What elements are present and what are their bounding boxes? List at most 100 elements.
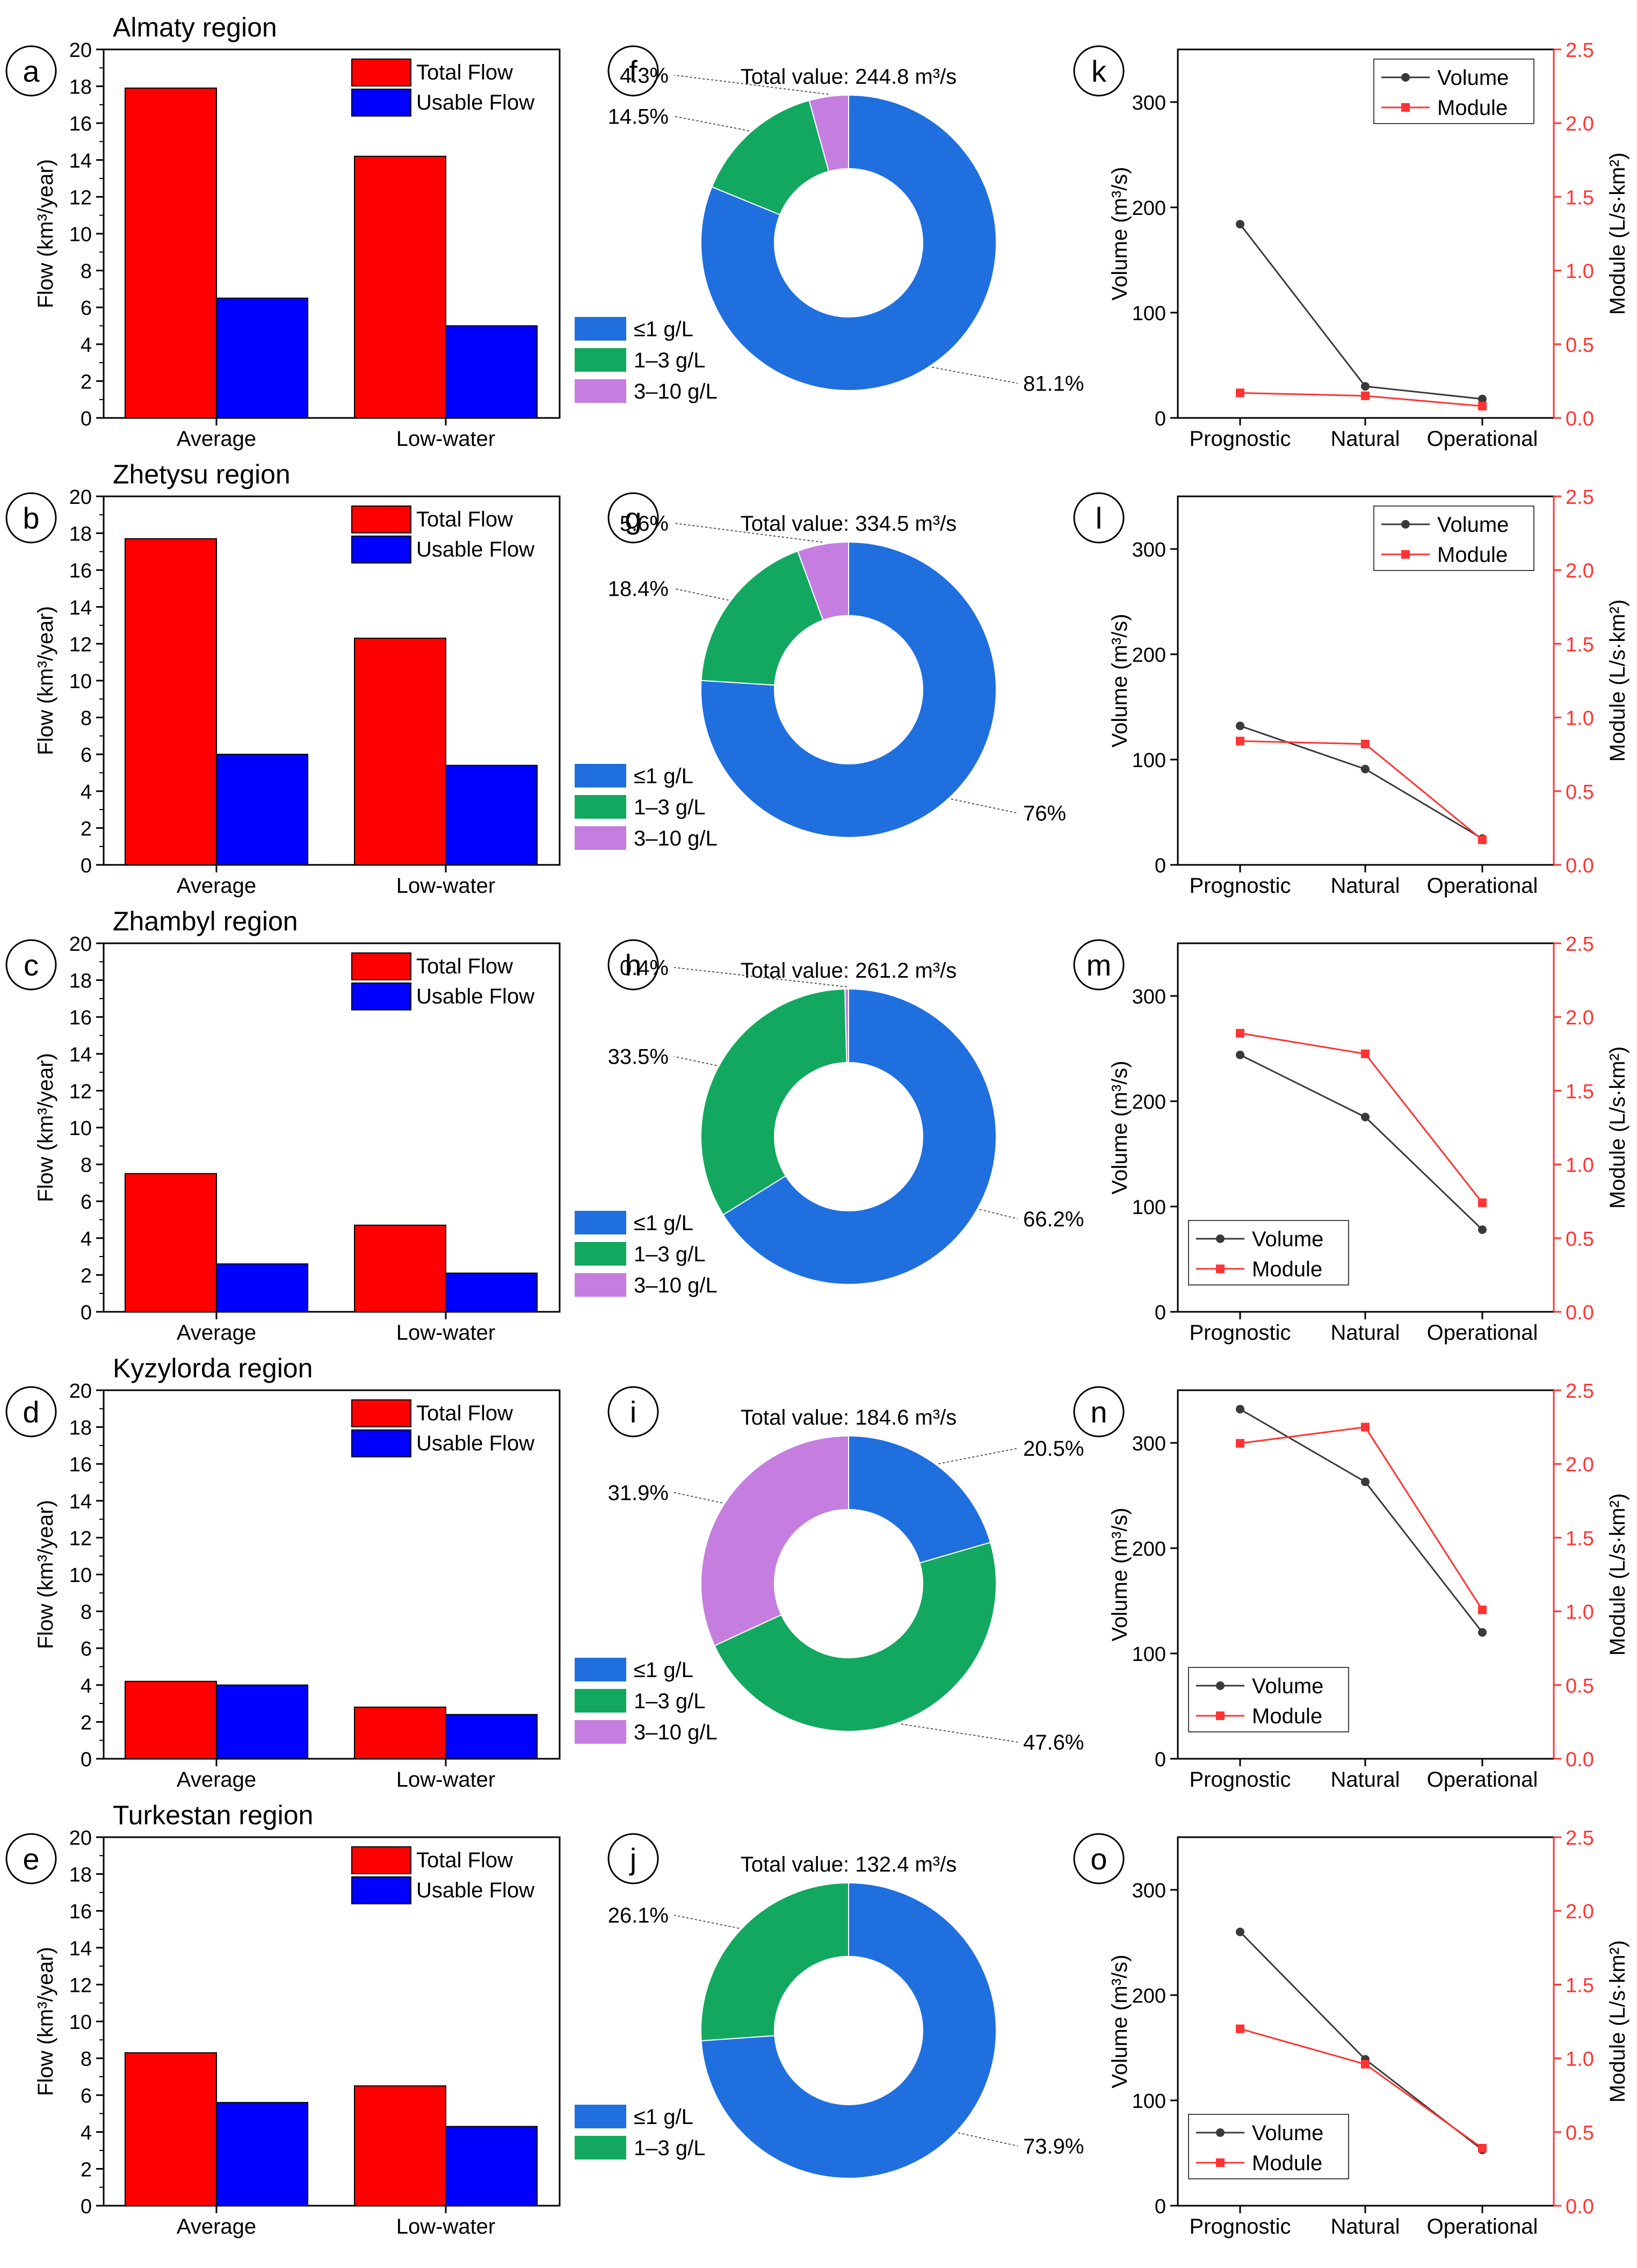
volume-point <box>1361 764 1370 774</box>
pie-legend-swatch <box>575 764 626 788</box>
volume-axis-label: Volume (m³/s) <box>1108 1955 1132 2089</box>
volume-tick-label: 200 <box>1132 1538 1166 1561</box>
y-tick-label: 14 <box>69 1938 92 1960</box>
pie-legend-label: ≤1 g/L <box>634 1211 693 1235</box>
y-tick-label: 0 <box>81 855 92 877</box>
line-legend-label: Volume <box>1252 1674 1323 1698</box>
volume-tick-label: 200 <box>1132 644 1166 667</box>
panel-letter-badge <box>1073 45 1125 97</box>
bar-total-flow <box>354 1224 446 1313</box>
volume-tick-label: 100 <box>1132 2090 1166 2113</box>
volume-point <box>1236 721 1244 731</box>
line-legend-label: Module <box>1252 1704 1322 1728</box>
module-point <box>1361 391 1370 400</box>
volume-tick-label: 300 <box>1132 986 1166 1008</box>
pie-legend-label: 1–3 g/L <box>634 1243 705 1266</box>
pie-legend-label: 3–10 g/L <box>634 380 718 403</box>
y-tick-label: 0 <box>81 1302 92 1324</box>
region-title: Zhetysu region <box>113 459 291 489</box>
x-category-label: Natural <box>1331 2215 1400 2238</box>
line-legend-box <box>1188 2114 1349 2179</box>
pie-legend-swatch <box>575 2136 626 2159</box>
module-tick-label: 1.0 <box>1566 2048 1594 2071</box>
panel-letter: b <box>23 501 39 535</box>
panel-letter: i <box>630 1395 636 1429</box>
pie-legend-label: 1–3 g/L <box>634 1689 705 1713</box>
donut-slice <box>714 1542 997 1732</box>
y-tick-label: 12 <box>69 1974 92 1997</box>
module-tick-label: 1.0 <box>1566 1601 1594 1624</box>
y-tick-label: 2 <box>81 371 92 393</box>
volume-line <box>1240 1408 1483 1633</box>
module-tick-label: 2.5 <box>1566 933 1594 956</box>
region-title: Almaty region <box>113 12 277 42</box>
y-tick-label: 18 <box>69 76 92 99</box>
y-tick-label: 18 <box>69 523 92 546</box>
module-tick-label: 2.0 <box>1566 1454 1594 1476</box>
pie-legend-label: 1–3 g/L <box>634 2136 705 2160</box>
module-tick-label: 2.5 <box>1566 1827 1594 1850</box>
module-axis-label: Module (L/s·km²) <box>1606 1493 1629 1656</box>
panel-letter-badge <box>5 1833 57 1884</box>
y-tick-label: 10 <box>69 670 92 693</box>
module-point <box>1236 2024 1244 2033</box>
legend-swatch-usable-flow <box>351 1876 411 1904</box>
slice-percent-label: 5.6% <box>620 512 669 536</box>
panel-letter: g <box>625 501 641 535</box>
pie-legend-swatch <box>575 1720 626 1744</box>
y-tick-label: 12 <box>69 186 92 209</box>
legend-marker <box>1401 520 1410 529</box>
donut-slice <box>700 1882 997 2179</box>
x-category-label: Natural <box>1331 1768 1400 1792</box>
line-legend-box <box>1373 505 1534 571</box>
legend-label-usable-flow: Usable Flow <box>416 91 534 114</box>
module-tick-label: 1.0 <box>1566 1154 1594 1177</box>
module-axis-label: Module (L/s·km²) <box>1606 1046 1629 1209</box>
x-category-label: Average <box>177 1768 256 1792</box>
line-legend-label: Module <box>1437 543 1508 567</box>
module-axis-label: Module (L/s·km²) <box>1606 599 1629 762</box>
panel-letter-badge <box>5 939 57 991</box>
donut-slice <box>711 99 830 216</box>
pie-legend-label: ≤1 g/L <box>634 1658 693 1682</box>
module-point <box>1236 388 1244 398</box>
y-tick-label: 16 <box>69 113 92 135</box>
y-tick-label: 2 <box>81 818 92 840</box>
slice-leader-line <box>932 366 1018 384</box>
panel-letter: m <box>1086 948 1112 982</box>
x-category-label: Low-water <box>396 2215 496 2238</box>
pie-legend-label: 3–10 g/L <box>634 827 718 850</box>
panel-letter: a <box>23 54 40 88</box>
slice-percent-label: 20.5% <box>1023 1437 1084 1461</box>
line-legend-box <box>1373 59 1534 124</box>
module-point <box>1478 1605 1487 1614</box>
y-tick-label: 18 <box>69 1864 92 1887</box>
volume-point <box>1478 394 1487 403</box>
module-tick-label: 1.5 <box>1566 1527 1594 1550</box>
bar-total-flow <box>354 1706 446 1759</box>
module-axis-label: Module (L/s·km²) <box>1606 153 1629 315</box>
donut-slice <box>700 550 824 686</box>
volume-axis-label: Volume (m³/s) <box>1108 1061 1132 1195</box>
module-line <box>1240 1426 1483 1610</box>
legend-swatch-usable-flow <box>351 536 411 564</box>
slice-leader-line <box>673 1915 740 1929</box>
x-category-label: Prognostic <box>1190 874 1291 898</box>
y-tick-label: 16 <box>69 1454 92 1476</box>
slice-percent-label: 81.1% <box>1023 372 1084 396</box>
slice-percent-label: 66.2% <box>1023 1208 1084 1231</box>
slice-leader-line <box>673 967 847 988</box>
bar-total-flow <box>125 1680 217 1759</box>
slice-percent-label: 26.1% <box>608 1904 669 1927</box>
y-tick-label: 8 <box>81 707 92 730</box>
x-category-label: Prognostic <box>1190 1321 1291 1345</box>
pie-legend-label: ≤1 g/L <box>634 317 693 341</box>
legend-label-total-flow: Total Flow <box>416 1402 513 1425</box>
y-tick-label: 10 <box>69 1117 92 1140</box>
legend-label-total-flow: Total Flow <box>416 1848 513 1872</box>
panel-letter-badge <box>607 939 659 991</box>
pie-legend-label: 3–10 g/L <box>634 1274 718 1297</box>
module-point <box>1478 2143 1487 2153</box>
pie-legend-swatch <box>575 1658 626 1681</box>
volume-point <box>1478 1225 1487 1234</box>
